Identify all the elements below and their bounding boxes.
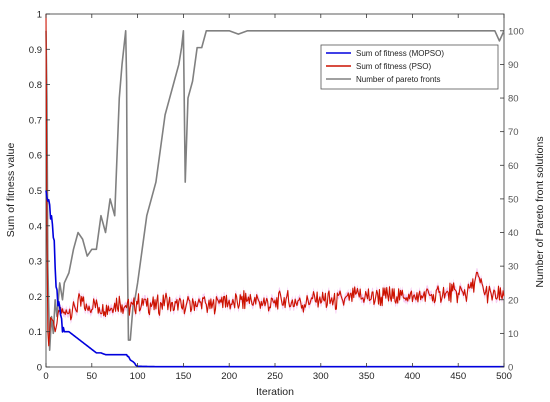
legend-entry-mopso: Sum of fitness (MOPSO) (356, 49, 444, 58)
y-right-tick-label: 20 (508, 295, 519, 306)
y-left-tick-label: 0.2 (29, 292, 42, 303)
legend: Sum of fitness (MOPSO) Sum of fitness (P… (320, 44, 499, 90)
x-tick-label: 400 (404, 371, 420, 382)
y-right-tick-label: 50 (508, 194, 519, 205)
y-axis-right-label: Number of Pareto front solutions (534, 136, 546, 287)
x-tick-label: 350 (359, 371, 375, 382)
y-left-tick-label: 0.8 (29, 80, 42, 91)
x-tick-label: 50 (87, 371, 98, 382)
y-left-tick-label: 0 (37, 363, 42, 374)
y-left-tick-label: 0.6 (29, 151, 42, 162)
y-left-tick-label: 0.4 (29, 221, 42, 232)
x-tick-label: 450 (450, 371, 466, 382)
series-line-pso (45, 13, 505, 347)
y-left-tick-label: 0.5 (29, 186, 42, 197)
x-tick-label: 100 (130, 371, 146, 382)
y-right-tick-label: 40 (508, 228, 519, 239)
y-left-tick-label: 0.7 (29, 115, 42, 126)
x-tick-label: 150 (175, 371, 191, 382)
legend-entry-pareto: Number of pareto fronts (356, 75, 440, 84)
x-tick-label: 300 (313, 371, 329, 382)
y-right-tick-label: 80 (508, 94, 519, 105)
y-left-tick-label: 1 (37, 10, 42, 21)
x-tick-label: 0 (43, 371, 48, 382)
y-right-tick-label: 70 (508, 127, 519, 138)
x-tick-label: 200 (221, 371, 237, 382)
y-right-tick-label: 60 (508, 161, 519, 172)
y-right-tick-label: 30 (508, 262, 519, 273)
x-tick-label: 250 (267, 371, 283, 382)
y-axis-right: 0 10 20 30 40 50 60 70 80 90 100 (500, 26, 524, 374)
y-axis-left: 0 0.1 0.2 0.3 0.4 0.5 0.6 0.7 0.8 0.9 1 (29, 10, 50, 374)
legend-entry-pso: Sum of fitness (PSO) (356, 62, 431, 71)
series-line-pareto (45, 30, 505, 351)
y-right-tick-label: 0 (508, 363, 513, 374)
y-axis-left-label: Sum of fitness value (5, 143, 17, 238)
y-right-tick-label: 100 (508, 26, 524, 37)
y-right-tick-label: 10 (508, 329, 519, 340)
x-axis: 0 50 100 150 200 250 300 350 400 450 500 (43, 14, 512, 382)
y-right-tick-label: 90 (508, 60, 519, 71)
y-left-tick-label: 0.3 (29, 257, 42, 268)
x-tick-label: 500 (496, 371, 512, 382)
x-axis-label: Iteration (256, 386, 294, 398)
y-left-tick-label: 0.9 (29, 45, 42, 56)
y-left-tick-label: 0.1 (29, 327, 42, 338)
